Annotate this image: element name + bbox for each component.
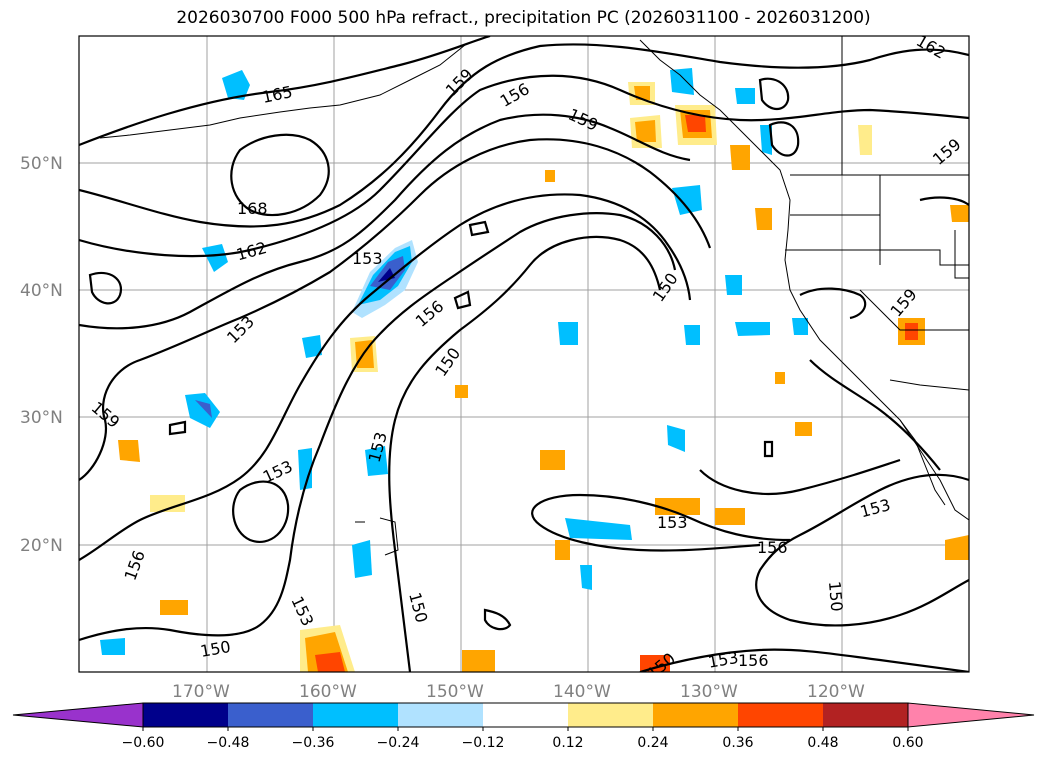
contour-label: 153 [657,513,688,532]
map-area [79,36,969,672]
colorbar-tick-label: −0.12 [462,735,505,751]
colorbar-tick-label: 0.24 [637,735,668,751]
colorbar-segment [398,703,483,727]
colorbar-segment [823,703,908,727]
lon-label: 150°W [426,682,484,702]
lat-label: 40°N [20,281,63,301]
lon-label: 140°W [553,682,611,702]
lon-label: 160°W [299,682,357,702]
colorbar-tick-label: −0.36 [292,735,335,751]
colorbar-tick-label: 0.12 [552,735,583,751]
colorbar-segment [568,703,653,727]
lon-label: 170°W [172,682,230,702]
colorbar-segment [738,703,823,727]
map-title: 2026030700 F000 500 hPa refract., precip… [176,8,871,28]
colorbar-outline [142,702,909,728]
coastlines [99,36,969,556]
colorbar-tick-label: −0.24 [377,735,420,751]
lat-label: 50°N [20,154,63,174]
colorbar-tick-label: 0.48 [807,735,838,751]
latitude-labels: 50°N 40°N 30°N 20°N [20,154,63,556]
colorbar-segment [228,703,313,727]
contour-label: 168 [237,199,268,218]
colorbar-tick-label: −0.60 [122,735,165,751]
lat-label: 30°N [20,408,63,428]
colorbar-segment [143,703,228,727]
colorbar-extend-min [12,702,144,728]
contour-label: 156 [738,651,769,670]
contour-label: 153 [352,249,383,268]
precipitation-fill [100,68,969,672]
contour-label: 150 [825,580,847,612]
lon-label: 130°W [680,682,738,702]
colorbar-tick-label: 0.60 [892,735,923,751]
colorbar-tick-label: −0.48 [207,735,250,751]
longitude-labels: 170°W 160°W 150°W 140°W 130°W 120°W [172,682,865,702]
lat-label: 20°N [20,536,63,556]
colorbar-segment [483,703,568,727]
colorbar-tick-label: 0.36 [722,735,753,751]
refractivity-contours [79,36,969,672]
colorbar: −0.60 −0.48 −0.36 −0.24 −0.12 0.12 0.24 0.36 0.4… [12,702,1035,751]
colorbar-extend-max [907,702,1035,728]
map-frame [78,35,970,673]
lon-label: 120°W [807,682,865,702]
colorbar-segment [313,703,398,727]
contour-label: 156 [757,538,788,557]
colorbar-segment [653,703,738,727]
